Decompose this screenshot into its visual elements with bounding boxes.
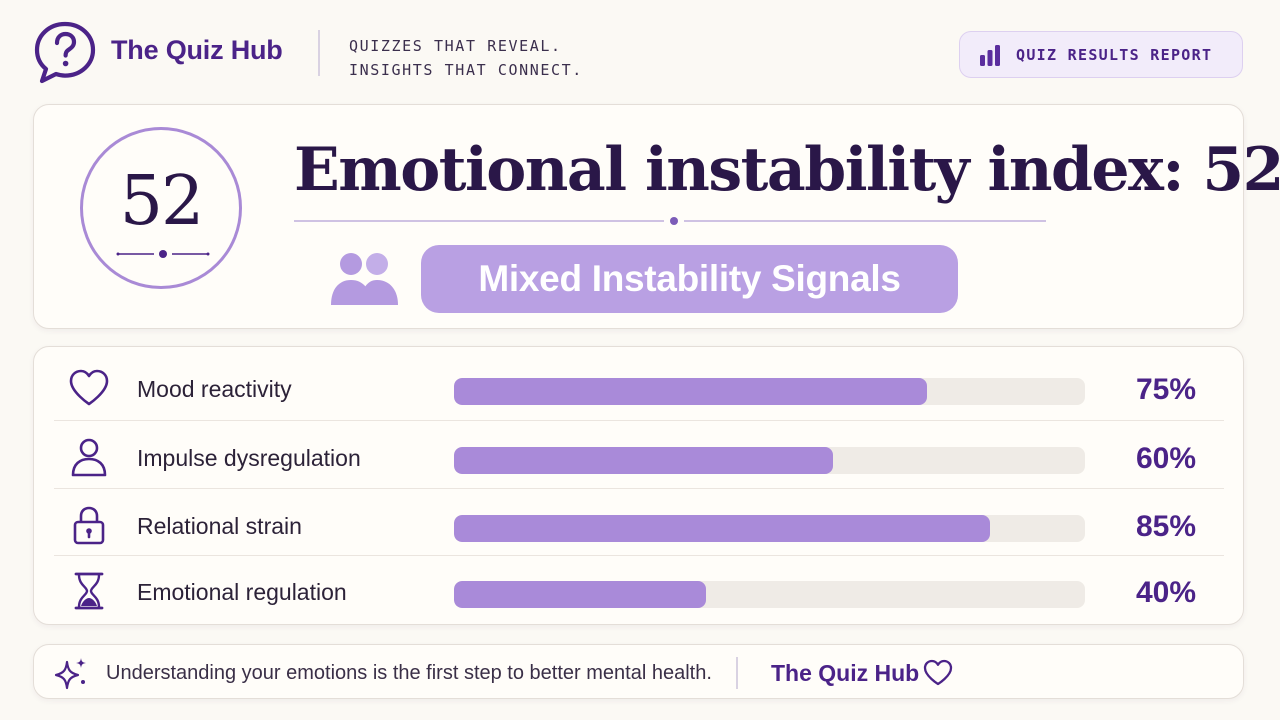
score-value: 52 [119, 162, 205, 241]
metric-bar-fill [454, 378, 928, 405]
metric-row-relational-strain: Relational strain 85% [54, 489, 1224, 557]
row-divider [54, 488, 1224, 489]
report-badge-label: QUIZ RESULTS REPORT [1016, 46, 1213, 64]
hourglass-icon [74, 572, 104, 610]
group-icon [331, 253, 398, 305]
score-card: 52 Emotional instability index: 52 Mixed… [33, 104, 1280, 329]
metric-bar-track [454, 581, 1085, 608]
heart-icon [69, 369, 109, 406]
metric-label: Impulse dysregulation [137, 445, 361, 471]
metric-percent: 60% [1135, 442, 1196, 475]
metric-label: Emotional regulation [137, 579, 347, 605]
metric-percent: 75% [1135, 373, 1196, 406]
brand-name: The Quiz Hub [111, 35, 283, 65]
lock-icon [73, 506, 105, 545]
row-divider [54, 555, 1224, 556]
metric-row-impulse-dysregulation: Impulse dysregulation 60% [54, 421, 1224, 489]
tagline-line-1: QUIZZES THAT REVEAL. [349, 37, 562, 55]
footer-message: Understanding your emotions is the first… [106, 662, 712, 684]
row-divider [54, 420, 1224, 421]
metric-bar-fill [454, 515, 991, 542]
metric-bar-fill [454, 581, 707, 608]
footer-divider [736, 657, 738, 689]
sparkle-icon [54, 658, 86, 690]
person-icon [71, 438, 107, 477]
metric-percent: 85% [1135, 510, 1196, 543]
tagline-line-2: INSIGHTS THAT CONNECT. [349, 61, 583, 79]
score-divider-ornament [116, 250, 210, 258]
header-divider [318, 30, 320, 76]
metric-row-mood-reactivity: Mood reactivity 75% [54, 352, 1224, 420]
title-rule [294, 217, 1046, 225]
heart-icon [923, 659, 953, 686]
metric-label: Mood reactivity [137, 376, 292, 402]
metric-bar-track [454, 447, 1085, 474]
header: The Quiz Hub QUIZZES THAT REVEAL. INSIGH… [0, 0, 1280, 100]
question-bubble-icon [34, 21, 96, 84]
metric-bar-fill [454, 447, 833, 474]
metric-percent: 40% [1135, 576, 1196, 609]
metrics-card: Mood reactivity 75% Impulse dysregulatio… [33, 346, 1244, 625]
quiz-results-report-button[interactable]: QUIZ RESULTS REPORT [959, 31, 1243, 78]
score-circle: 52 [80, 127, 242, 289]
category-badge: Mixed Instability Signals [421, 245, 958, 313]
metric-bar-track [454, 378, 1085, 405]
metric-label: Relational strain [137, 513, 302, 539]
tagline: QUIZZES THAT REVEAL. INSIGHTS THAT CONNE… [349, 34, 583, 82]
footer: Understanding your emotions is the first… [33, 644, 1244, 699]
bar-chart-icon [980, 45, 1000, 66]
metric-row-emotional-regulation: Emotional regulation 40% [54, 555, 1224, 623]
page-title: Emotional instability index: 52 [294, 135, 1280, 205]
footer-brand: The Quiz Hub [771, 660, 920, 686]
metric-bar-track [454, 515, 1085, 542]
